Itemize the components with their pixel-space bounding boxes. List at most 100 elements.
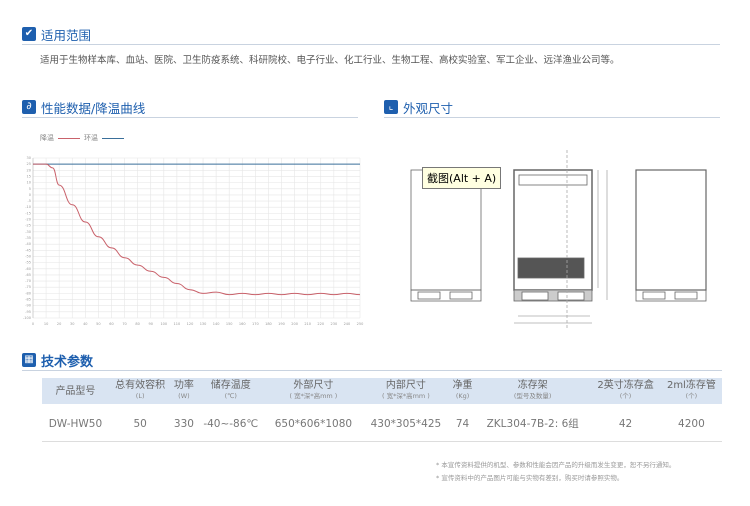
x-tick-label: 160: [239, 322, 246, 326]
link-icon: ∂: [22, 100, 36, 114]
table-cell: 50: [108, 404, 172, 442]
cooling-curve-chart: 0 10 20 30 40 50 60 70 80 90 100 110 120 130 140 150 160…: [23, 156, 364, 326]
y-tick-label: 15: [27, 174, 31, 178]
table-cell: DW-HW50: [42, 404, 109, 442]
x-tick-label: 190: [278, 322, 285, 326]
y-tick-label: -35: [25, 236, 31, 240]
x-tick-label: 70: [122, 322, 126, 326]
table-cell: 330: [171, 404, 197, 442]
legend-swatch-cooling: [58, 137, 80, 139]
note: * 本宣传资料提供的机型、参数和性能会因产品的升级而发生变更，恕不另行通知。: [436, 461, 676, 469]
x-tick-label: 90: [148, 322, 152, 326]
x-tick-label: 120: [187, 322, 194, 326]
y-tick-label: -90: [25, 304, 31, 308]
y-tick-label: -50: [25, 254, 31, 258]
column-header: 2ml冻存管 (个): [660, 378, 722, 404]
x-tick-label: 130: [200, 322, 207, 326]
x-tick-label: 200: [291, 322, 298, 326]
x-tick-label: 100: [160, 322, 167, 326]
x-tick-label: 40: [83, 322, 87, 326]
header-unit: (W): [178, 392, 190, 400]
x-tick-label: 220: [317, 322, 324, 326]
header-label: 储存温度: [210, 380, 251, 391]
y-tick-label: 25: [27, 162, 31, 166]
chart-legend: 降温 环温: [40, 133, 124, 143]
y-tick-label: -100: [23, 316, 31, 320]
scope-header: ✔ 适用范围: [22, 24, 720, 45]
x-tick-label: 30: [70, 322, 74, 326]
specs-header: ▦ 技术参数: [22, 350, 722, 371]
x-tick-label: 10: [44, 322, 48, 326]
y-tick-label: -5: [28, 199, 32, 203]
header-label: 冻存架: [517, 380, 548, 391]
header-unit: (℃): [224, 392, 237, 400]
header-unit: (个): [685, 392, 698, 400]
y-tick-label: -75: [25, 285, 31, 289]
scope-text: 适用于生物样本库、血站、医院、卫生防疫系统、科研院校、电子行业、化工行业、生物工…: [40, 55, 620, 66]
table-cell: -40~-86℃: [196, 404, 266, 442]
header-unit: (L): [135, 392, 145, 400]
table-cell: 42: [590, 404, 661, 442]
column-header: 外部尺寸( 宽*深*高mm ): [265, 378, 362, 404]
y-tick-label: -70: [25, 279, 31, 283]
column-header: 总有效容积 (L): [108, 378, 172, 404]
performance-header: ∂ 性能数据/降温曲线: [22, 97, 358, 118]
screenshot-tooltip: 截图(Alt + A): [422, 167, 502, 189]
y-tick-label: -20: [25, 218, 31, 222]
column-header: 功率 (W): [171, 378, 197, 404]
table-cell: 74: [450, 404, 476, 442]
column-header: 内部尺寸( 宽*深*高mm ): [361, 378, 451, 404]
x-tick-label: 250: [357, 322, 364, 326]
y-tick-label: -85: [25, 298, 31, 302]
x-tick-label: 180: [265, 322, 272, 326]
header-unit: (个): [619, 392, 632, 400]
specs-table: 产品型号 总有效容积 (L) 功率 (W) 储存温度 (℃) 外部尺寸( 宽*深*高mm ) 内…: [42, 378, 722, 442]
header-label: 净重: [452, 380, 473, 391]
header-unit: ( 宽*深*高mm ): [289, 392, 338, 400]
x-tick-label: 80: [135, 322, 139, 326]
legend-swatch-ambient: [102, 137, 124, 139]
y-tick-label: -65: [25, 273, 31, 277]
y-tick-label: 10: [27, 181, 31, 185]
y-tick-label: 0: [29, 193, 31, 197]
check-icon: ✔: [22, 27, 36, 41]
column-header: 2英寸冻存盒 (个): [590, 378, 661, 404]
column-header: 储存温度 (℃): [196, 378, 266, 404]
header-unit: (Kg): [455, 392, 470, 400]
y-tick-label: -25: [25, 224, 31, 228]
header-label: 2ml冻存管: [666, 380, 716, 391]
header-unit: ( 宽*深*高mm ): [381, 392, 430, 400]
y-tick-label: -55: [25, 261, 31, 265]
x-tick-label: 0: [32, 322, 34, 326]
y-tick-label: -40: [25, 242, 31, 246]
y-tick-label: -10: [25, 205, 31, 209]
specs-icon: ▦: [22, 353, 36, 367]
header-label: 产品型号: [55, 385, 96, 397]
x-tick-label: 210: [304, 322, 311, 326]
header-label: 2英寸冻存盒: [597, 380, 654, 391]
x-tick-label: 230: [330, 322, 337, 326]
x-tick-label: 150: [226, 322, 233, 326]
x-tick-label: 110: [174, 322, 181, 326]
header-label: 功率: [173, 380, 194, 391]
column-header: 产品型号: [42, 378, 109, 404]
column-header: 净重 (Kg): [450, 378, 476, 404]
x-tick-label: 170: [252, 322, 259, 326]
y-tick-label: -15: [25, 211, 31, 215]
y-tick-label: -60: [25, 267, 31, 271]
header-label: 总有效容积: [115, 380, 166, 391]
y-tick-label: 20: [27, 168, 31, 172]
column-header: 冻存架 (型号及数量): [475, 378, 591, 404]
table-row: DW-HW50 50 330 -40~-86℃ 650*606*1080 430*305*…: [42, 404, 722, 442]
x-tick-label: 140: [213, 322, 220, 326]
table-cell: ZKL304-7B-2: 6组: [475, 404, 591, 442]
y-tick-label: 30: [27, 156, 31, 160]
x-tick-label: 60: [109, 322, 113, 326]
series-line-cooling: [32, 163, 361, 296]
chart-icon: ⌞: [384, 100, 398, 114]
x-tick-label: 50: [96, 322, 100, 326]
header-label: 内部尺寸: [385, 380, 426, 391]
dimensions-header: ⌞ 外观尺寸: [384, 97, 720, 118]
dimension-drawing: [410, 150, 707, 330]
y-tick-label: -30: [25, 230, 31, 234]
